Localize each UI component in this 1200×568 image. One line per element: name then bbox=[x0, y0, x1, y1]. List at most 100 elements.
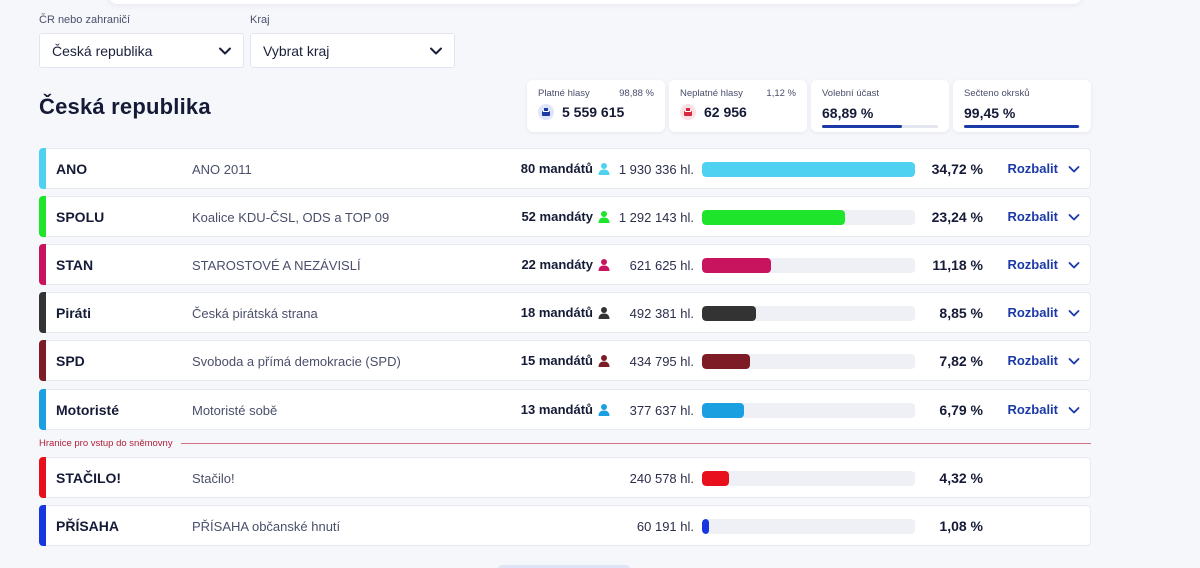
region-select[interactable]: Česká republika bbox=[39, 33, 244, 68]
party-bar-track bbox=[702, 354, 915, 369]
turnout-value: 68,89 % bbox=[822, 105, 874, 121]
party-mandates-text: 15 mandátů bbox=[520, 353, 593, 368]
counted-progress-fill bbox=[964, 125, 1080, 128]
party-bar-fill bbox=[702, 403, 744, 418]
kraj-select-value: Vybrat kraj bbox=[263, 42, 330, 59]
valid-votes-card: Platné hlasy 98,88 % 5 559 615 bbox=[527, 80, 665, 132]
kraj-select[interactable]: Vybrat kraj bbox=[250, 33, 455, 68]
chevron-down-icon bbox=[1063, 163, 1080, 175]
expand-label: Rozbalit bbox=[1007, 353, 1058, 368]
ballot-box-icon bbox=[680, 104, 696, 120]
chevron-down-icon bbox=[1063, 355, 1080, 367]
expand-button[interactable]: Rozbalit bbox=[1007, 257, 1080, 272]
party-name: Koalice KDU-ČSL, ODS a TOP 09 bbox=[192, 210, 390, 225]
party-row[interactable]: ANO ANO 2011 80 mandátů 1 930 336 hl. 34,72 … bbox=[39, 148, 1091, 189]
party-name: Česká pirátská strana bbox=[192, 306, 318, 321]
page-title: Česká republika bbox=[39, 94, 211, 119]
party-mandates-text: 18 mandátů bbox=[520, 305, 593, 320]
party-votes: 377 637 hl. bbox=[629, 403, 694, 418]
party-color-stripe bbox=[39, 389, 46, 430]
party-percent: 11,18 % bbox=[932, 257, 983, 273]
party-name: Svoboda a přímá demokracie (SPD) bbox=[192, 354, 401, 369]
valid-votes-label: Platné hlasy bbox=[538, 88, 590, 99]
party-row[interactable]: SPOLU Koalice KDU-ČSL, ODS a TOP 09 52 man… bbox=[39, 196, 1091, 237]
party-color-stripe bbox=[39, 457, 46, 498]
party-abbr: STAN bbox=[56, 257, 94, 273]
party-votes: 434 795 hl. bbox=[629, 354, 694, 369]
party-mandates-text: 22 mandáty bbox=[521, 257, 593, 272]
party-abbr: STAČILO! bbox=[56, 470, 122, 486]
party-bar-track bbox=[702, 403, 915, 418]
turnout-progress-fill bbox=[822, 125, 902, 128]
valid-votes-value: 5 559 615 bbox=[562, 104, 625, 120]
expand-label: Rozbalit bbox=[1007, 402, 1058, 417]
invalid-votes-value: 62 956 bbox=[704, 104, 747, 120]
person-icon bbox=[597, 258, 611, 272]
party-abbr: PŘÍSAHA bbox=[56, 518, 120, 534]
load-more-button-edge[interactable] bbox=[498, 565, 630, 568]
chevron-down-icon bbox=[219, 47, 231, 54]
kraj-filter-label: Kraj bbox=[250, 14, 270, 26]
party-bar-track bbox=[702, 162, 915, 177]
party-votes: 1 930 336 hl. bbox=[618, 162, 694, 177]
party-votes: 240 578 hl. bbox=[629, 471, 694, 486]
counted-progress bbox=[964, 125, 1080, 128]
party-row[interactable]: Piráti Česká pirátská strana 18 mandátů 492… bbox=[39, 292, 1091, 333]
party-bar-fill bbox=[702, 210, 845, 225]
party-color-stripe bbox=[39, 244, 46, 285]
chevron-down-icon bbox=[430, 47, 442, 54]
party-mandates: 80 mandátů bbox=[521, 161, 611, 176]
party-name: Motoristé sobě bbox=[192, 403, 278, 418]
party-abbr: Piráti bbox=[56, 305, 92, 321]
party-abbr: ANO bbox=[56, 161, 88, 177]
party-bar-track bbox=[702, 210, 915, 225]
turnout-card: Volební účast 68,89 % bbox=[811, 80, 949, 132]
party-abbr: SPD bbox=[56, 353, 85, 369]
party-color-stripe bbox=[39, 148, 46, 189]
invalid-votes-card: Neplatné hlasy 1,12 % 62 956 bbox=[669, 80, 807, 132]
party-row[interactable]: STAČILO! Stačilo! 240 578 hl. 4,32 % bbox=[39, 457, 1091, 498]
counted-card: Sečteno okrsků 99,45 % bbox=[953, 80, 1091, 132]
expand-button[interactable]: Rozbalit bbox=[1007, 402, 1080, 417]
expand-label: Rozbalit bbox=[1007, 161, 1058, 176]
party-name: ANO 2011 bbox=[192, 162, 252, 177]
party-abbr: SPOLU bbox=[56, 209, 105, 225]
counted-label: Sečteno okrsků bbox=[964, 88, 1030, 99]
party-percent: 8,85 % bbox=[939, 305, 983, 321]
chevron-down-icon bbox=[1063, 259, 1080, 271]
region-filter: ČR nebo zahraničí Česká republika bbox=[39, 14, 244, 68]
party-votes: 60 191 hl. bbox=[636, 519, 694, 534]
party-name: PŘÍSAHA občanské hnutí bbox=[192, 519, 341, 534]
expand-label: Rozbalit bbox=[1007, 305, 1058, 320]
party-color-stripe bbox=[39, 292, 46, 333]
region-filter-label: ČR nebo zahraničí bbox=[39, 14, 131, 26]
kraj-filter: Kraj Vybrat kraj bbox=[250, 14, 455, 68]
party-percent: 4,32 % bbox=[939, 470, 983, 486]
person-icon bbox=[597, 162, 611, 176]
party-bar-track bbox=[702, 306, 915, 321]
party-mandates-text: 13 mandátů bbox=[520, 402, 593, 417]
person-icon bbox=[597, 306, 611, 320]
party-row[interactable]: STAN STAROSTOVÉ A NEZÁVISLÍ 22 mandáty 621 … bbox=[39, 244, 1091, 285]
party-bar-track bbox=[702, 519, 915, 534]
expand-button[interactable]: Rozbalit bbox=[1007, 353, 1080, 368]
party-percent: 7,82 % bbox=[939, 353, 983, 369]
threshold-divider: Hranice pro vstup do sněmovny bbox=[39, 437, 1091, 449]
valid-votes-percent: 98,88 % bbox=[619, 88, 654, 99]
expand-button[interactable]: Rozbalit bbox=[1007, 161, 1080, 176]
region-select-value: Česká republika bbox=[52, 42, 153, 59]
party-row[interactable]: Motoristé Motoristé sobě 13 mandátů 377 637… bbox=[39, 389, 1091, 430]
party-name: Stačilo! bbox=[192, 471, 235, 486]
turnout-label: Volební účast bbox=[822, 88, 880, 99]
top-panel-edge bbox=[108, 0, 1083, 4]
chevron-down-icon bbox=[1063, 404, 1080, 416]
party-row[interactable]: PŘÍSAHA PŘÍSAHA občanské hnutí 60 191 hl. 1… bbox=[39, 505, 1091, 546]
party-row[interactable]: SPD Svoboda a přímá demokracie (SPD) 15 ma… bbox=[39, 340, 1091, 381]
expand-label: Rozbalit bbox=[1007, 209, 1058, 224]
expand-button[interactable]: Rozbalit bbox=[1007, 209, 1080, 224]
expand-button[interactable]: Rozbalit bbox=[1007, 305, 1080, 320]
party-bar-fill bbox=[702, 519, 709, 534]
expand-label: Rozbalit bbox=[1007, 257, 1058, 272]
party-bar-fill bbox=[702, 306, 757, 321]
person-icon bbox=[597, 354, 611, 368]
